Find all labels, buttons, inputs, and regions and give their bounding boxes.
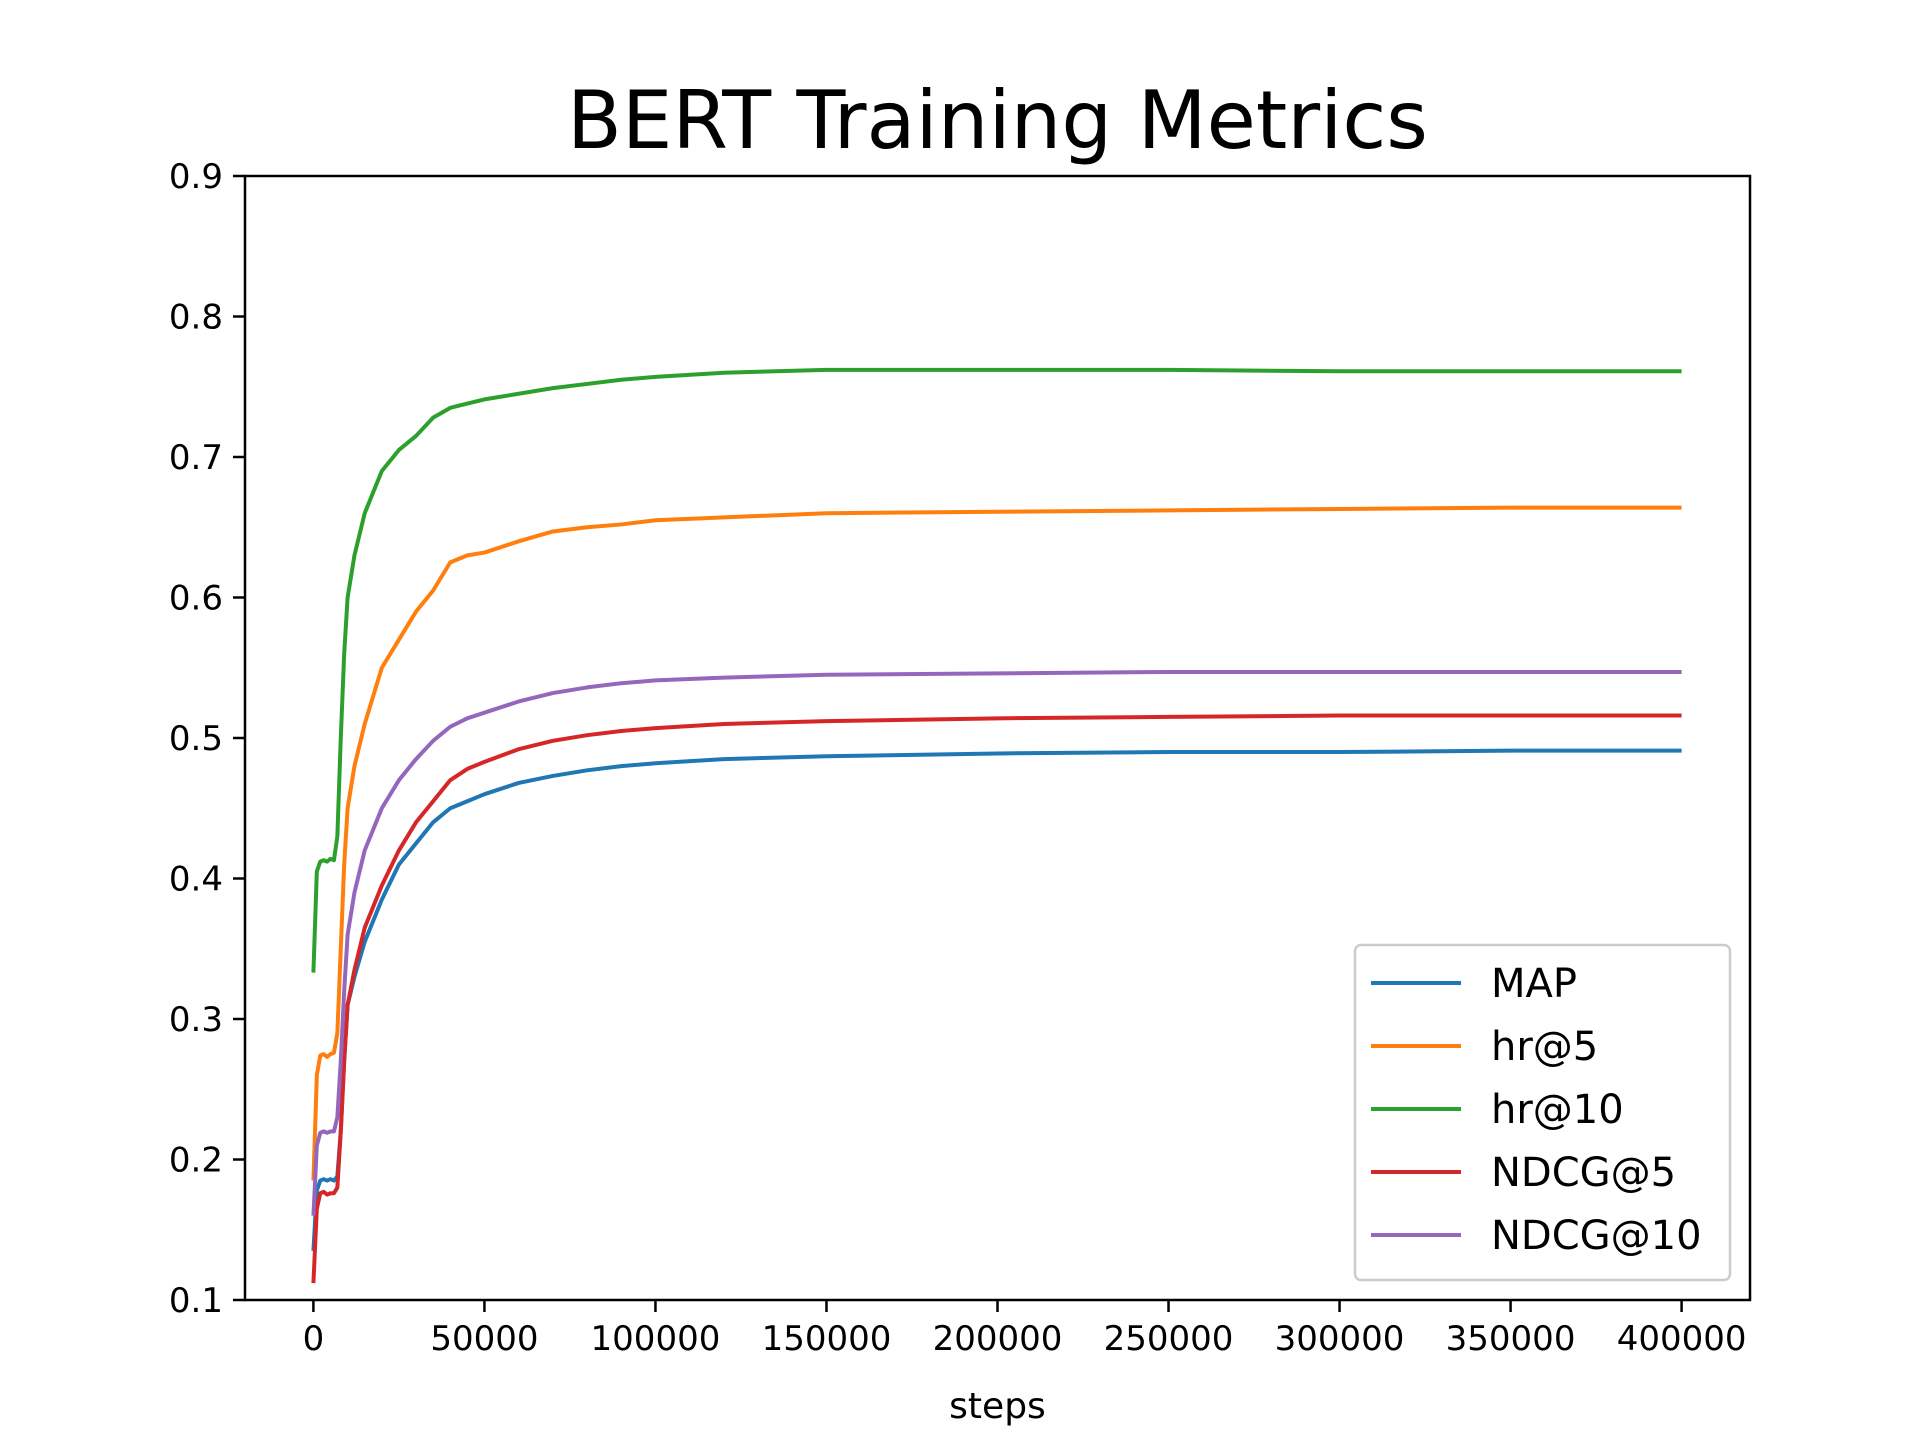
y-tick-label: 0.2 (169, 1141, 223, 1181)
series-line-4 (311, 669, 1682, 1216)
x-axis-ticks: 0 50000 100000 150000 200000 250000 300000 3500… (303, 1300, 1747, 1359)
x-axis-label: steps (949, 1386, 1046, 1427)
legend-label: NDCG@10 (1491, 1213, 1702, 1259)
y-tick-label: 0.7 (169, 438, 223, 478)
series-line-1 (311, 505, 1682, 1181)
x-tick-label: 400000 (1617, 1319, 1747, 1359)
chart-title: BERT Training Metrics (567, 74, 1428, 167)
series-layer (311, 367, 1682, 1284)
legend-label: hr@5 (1491, 1024, 1598, 1070)
series-line-3 (311, 713, 1682, 1284)
y-tick-label: 0.6 (169, 579, 223, 619)
legend-label: MAP (1491, 961, 1577, 1007)
legend: MAP hr@5 hr@10 NDCG@5 NDCG@10 (1353, 943, 1732, 1282)
x-tick-label: 0 (303, 1319, 325, 1359)
y-tick-label: 0.3 (169, 1000, 223, 1040)
series-line-0 (311, 748, 1682, 1251)
legend-box (1353, 943, 1732, 1282)
y-tick-label: 0.4 (169, 860, 223, 900)
y-tick-label: 0.9 (169, 157, 223, 197)
x-tick-label: 50000 (430, 1319, 538, 1359)
x-tick-label: 200000 (933, 1319, 1063, 1359)
x-tick-label: 100000 (591, 1319, 721, 1359)
y-tick-label: 0.5 (169, 719, 223, 759)
y-tick-label: 0.1 (169, 1281, 223, 1321)
series-line-2 (311, 367, 1682, 973)
plot-area: 0 50000 100000 150000 200000 250000 300000 3500… (169, 157, 1752, 1359)
x-tick-label: 350000 (1446, 1319, 1576, 1359)
legend-label: hr@10 (1491, 1087, 1624, 1133)
x-tick-label: 250000 (1104, 1319, 1234, 1359)
x-tick-label: 150000 (762, 1319, 892, 1359)
legend-label: NDCG@5 (1491, 1150, 1676, 1196)
x-tick-label: 300000 (1275, 1319, 1405, 1359)
y-tick-label: 0.8 (169, 298, 223, 338)
y-axis-ticks: 0.1 0.2 0.3 0.4 0.5 0.6 0.7 0.8 0.9 (169, 157, 245, 1321)
